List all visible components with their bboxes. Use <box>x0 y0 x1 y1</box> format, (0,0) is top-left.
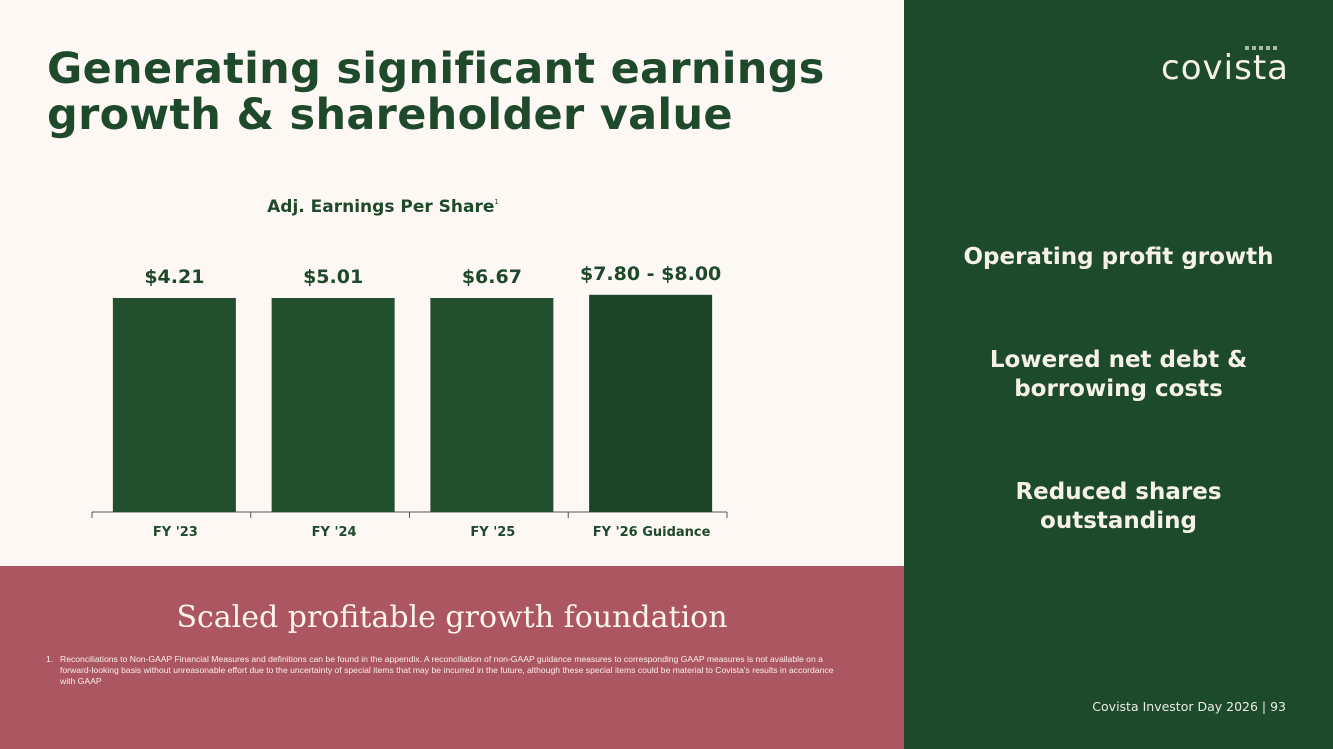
chart-title: Adj. Earnings Per Share1 <box>267 197 499 217</box>
footnote-number: 1. <box>46 654 54 664</box>
eps-bar-chart: Adj. Earnings Per Share1 $4.21 FY '23 $5.0… <box>91 197 728 540</box>
slide-title: Generating significant earnings growth &… <box>47 46 825 138</box>
bar-3 <box>589 294 713 512</box>
x-tick-label: FY '23 <box>153 525 198 540</box>
title-line-1: Generating significant earnings <box>47 44 825 94</box>
footnote: 1. Reconciliations to Non-GAAP Financial… <box>46 654 836 687</box>
footnote-marker: 1 <box>494 198 498 206</box>
x-tick-label: FY '26 Guidance <box>593 525 711 540</box>
data-label: $4.21 <box>144 266 204 288</box>
footnote-text: Reconciliations to Non-GAAP Financial Me… <box>60 654 834 686</box>
data-label: $6.67 <box>462 266 522 288</box>
tagline: Scaled profitable growth foundation <box>176 600 728 635</box>
logo-dots-icon <box>1245 46 1277 50</box>
x-tick-label: FY '25 <box>470 525 515 540</box>
bar-0 <box>112 298 236 512</box>
driver-shares: Reduced shares outstanding <box>1015 479 1222 534</box>
page-footer: Covista Investor Day 2026 | 93 <box>1092 699 1286 714</box>
bar-2 <box>430 298 554 512</box>
driver-operating-profit: Operating profit growth <box>963 244 1274 270</box>
x-tick-label: FY '24 <box>312 525 357 540</box>
data-label: $7.80 - $8.00 <box>580 263 721 285</box>
title-line-2: growth & shareholder value <box>47 90 733 140</box>
driver-net-debt: Lowered net debt & borrowing costs <box>989 347 1248 402</box>
tagline-band: Scaled profitable growth foundation 1. R… <box>0 566 904 749</box>
bar-1 <box>271 298 395 512</box>
covista-logo: covista <box>1161 48 1289 88</box>
drivers-panel: covista Operating profit growth Lowered … <box>904 0 1333 749</box>
content-panel: Generating significant earnings growth &… <box>47 46 825 540</box>
data-label: $5.01 <box>303 266 363 288</box>
